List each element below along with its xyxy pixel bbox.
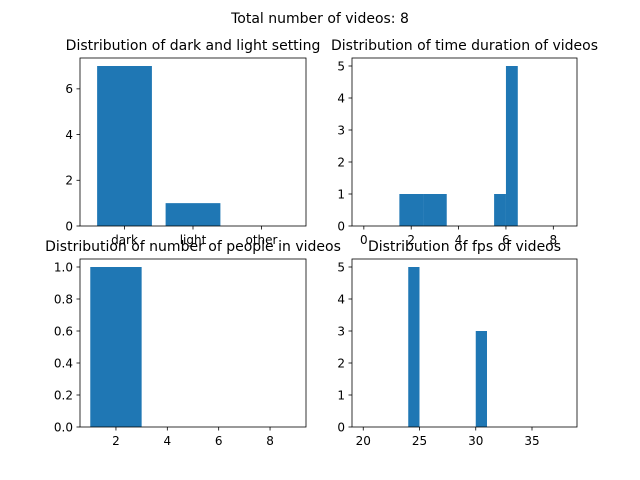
y-tick-label: 4 xyxy=(65,128,73,142)
subplot-title: Distribution of time duration of videos xyxy=(331,38,598,54)
axes-frame xyxy=(351,57,578,227)
x-tick-label: 25 xyxy=(412,434,427,448)
x-tick-label: light xyxy=(180,233,207,247)
x-tick-label: 30 xyxy=(468,434,483,448)
y-tick-label: 2 xyxy=(337,356,345,370)
axes-frame xyxy=(79,258,307,428)
histogram-bin xyxy=(505,66,518,226)
subplot-3: 2 4 6 8 0.0 0.2 0.4 0.6 0.8 1.0 Distribution of nu… xyxy=(45,239,341,448)
y-tick-label: 4 xyxy=(337,91,345,105)
x-tick-label: 0 xyxy=(360,233,368,247)
x-tick-label: 8 xyxy=(266,434,274,448)
subplot-panels: dark light other 0 2 4 6 Distribution of dark a… xyxy=(45,38,598,448)
x-tick-label: 35 xyxy=(524,434,539,448)
histogram-bin xyxy=(399,194,424,226)
y-tick-label: 0.0 xyxy=(54,420,73,434)
x-tick-label: 6 xyxy=(502,233,510,247)
y-tick-label: 5 xyxy=(337,59,345,73)
y-tick-label: 2 xyxy=(65,174,73,188)
y-tick-label: 6 xyxy=(65,82,73,96)
y-tick-label: 0.8 xyxy=(54,292,73,306)
x-tick-label: 8 xyxy=(549,233,557,247)
bar-dark xyxy=(97,66,152,226)
histogram-bin xyxy=(408,267,420,427)
y-tick-label: 0 xyxy=(337,219,345,233)
subplot-title: Distribution of number of people in vide… xyxy=(45,239,341,255)
y-tick-label: 3 xyxy=(337,324,345,338)
axes-frame xyxy=(79,57,307,227)
subplot-4: 20 25 30 35 0 1 2 3 4 5 Distribution of fps of vid… xyxy=(337,239,578,448)
axes-frame xyxy=(351,258,578,428)
histogram-bin xyxy=(90,267,142,427)
y-tick-label: 1 xyxy=(337,388,345,402)
y-tick-label: 0 xyxy=(65,219,73,233)
y-tick-label: 1.0 xyxy=(54,260,73,274)
x-tick-label: 2 xyxy=(112,434,120,448)
x-tick-label: 6 xyxy=(215,434,223,448)
x-tick-label: 2 xyxy=(407,233,415,247)
x-tick-label: 4 xyxy=(455,233,463,247)
y-tick-label: 2 xyxy=(337,155,345,169)
histogram-bin xyxy=(423,194,447,226)
y-tick-label: 4 xyxy=(337,292,345,306)
subplot-2: 0 2 4 6 8 0 1 2 3 4 5 Distribution of time duration… xyxy=(331,38,598,247)
figure-suptitle: Total number of videos: 8 xyxy=(230,11,409,27)
histogram-bin xyxy=(494,194,506,226)
histogram-bin xyxy=(475,331,487,427)
subplot-title: Distribution of fps of videos xyxy=(368,239,561,255)
y-tick-label: 5 xyxy=(337,260,345,274)
x-tick-label: other xyxy=(246,233,278,247)
subplot-title: Distribution of dark and light setting xyxy=(66,38,321,54)
y-tick-label: 0.2 xyxy=(54,388,73,402)
subplot-1: dark light other 0 2 4 6 Distribution of dark a… xyxy=(65,38,320,247)
x-tick-label: dark xyxy=(111,233,138,247)
x-tick-label: 20 xyxy=(356,434,371,448)
y-tick-label: 0.4 xyxy=(54,356,73,370)
x-tick-label: 4 xyxy=(163,434,171,448)
y-tick-label: 0 xyxy=(337,420,345,434)
y-tick-label: 1 xyxy=(337,187,345,201)
y-tick-label: 3 xyxy=(337,123,345,137)
bar-light xyxy=(165,203,221,226)
y-tick-label: 0.6 xyxy=(54,324,73,338)
